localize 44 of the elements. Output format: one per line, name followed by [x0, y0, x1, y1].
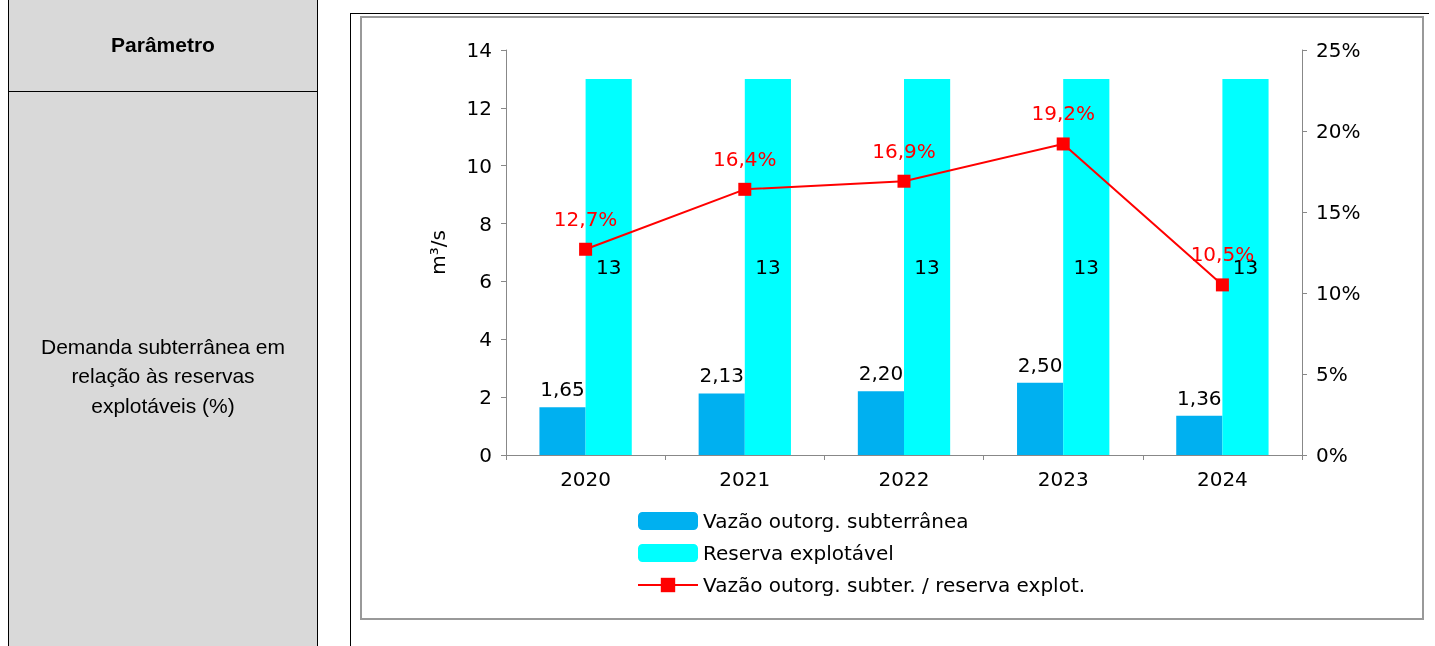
- y-tick-label: 6: [479, 269, 492, 294]
- data-label: 13: [595, 254, 622, 279]
- x-tick-label: 2020: [560, 467, 612, 491]
- point: [1215, 278, 1229, 292]
- bar: [1017, 382, 1064, 455]
- legend-label: Vazão outorg. subterrânea: [703, 509, 969, 533]
- y-tick-label: 8: [479, 211, 492, 236]
- bar: [1176, 415, 1223, 455]
- point: [579, 242, 593, 256]
- y-tick-label: 2: [479, 385, 492, 410]
- y2-tick-label: 5%: [1316, 362, 1348, 386]
- bar: [857, 391, 904, 455]
- y2-tick-label: 25%: [1316, 38, 1361, 62]
- text: Parâmetro: [8, 0, 318, 92]
- bar: [698, 393, 745, 455]
- point: [897, 174, 911, 188]
- x-tick-label: 2022: [878, 467, 930, 491]
- point: [1056, 137, 1070, 151]
- data-label: 13: [755, 254, 781, 279]
- x-tick-label: 2024: [1196, 467, 1248, 491]
- data-label: 13: [1073, 254, 1100, 279]
- x-tick-label: 2023: [1037, 467, 1089, 491]
- data-label: 13: [914, 254, 940, 279]
- bar: [539, 407, 586, 455]
- data-label: 2,20: [858, 361, 904, 386]
- y2-tick-label: 15%: [1316, 200, 1361, 224]
- legend-label: Vazão outorg. subter. / reserva explot.: [703, 573, 1086, 597]
- y-tick-label: 10: [466, 153, 492, 178]
- y-tick-label: 14: [466, 38, 492, 62]
- y-tick-label: 0: [479, 443, 492, 467]
- y-axis-title: m³/s: [426, 230, 450, 275]
- y2-tick-label: 10%: [1316, 281, 1361, 305]
- text: Demanda subterrânea em relação às reservas explotáveis (%): [8, 91, 318, 646]
- y2-tick-label: 20%: [1316, 119, 1361, 143]
- y2-tick-label: 0%: [1316, 443, 1348, 467]
- data-label: 2,13: [699, 363, 744, 388]
- legend-label: Reserva explotável: [703, 541, 894, 565]
- data-label: 1,65: [540, 377, 585, 402]
- x-tick-label: 2021: [719, 467, 771, 491]
- data-label: 1,36: [1177, 385, 1222, 410]
- data-label: 2,50: [1017, 352, 1063, 377]
- y-tick-label: 12: [466, 95, 492, 120]
- point: [738, 182, 752, 196]
- y-tick-label: 4: [479, 327, 492, 352]
